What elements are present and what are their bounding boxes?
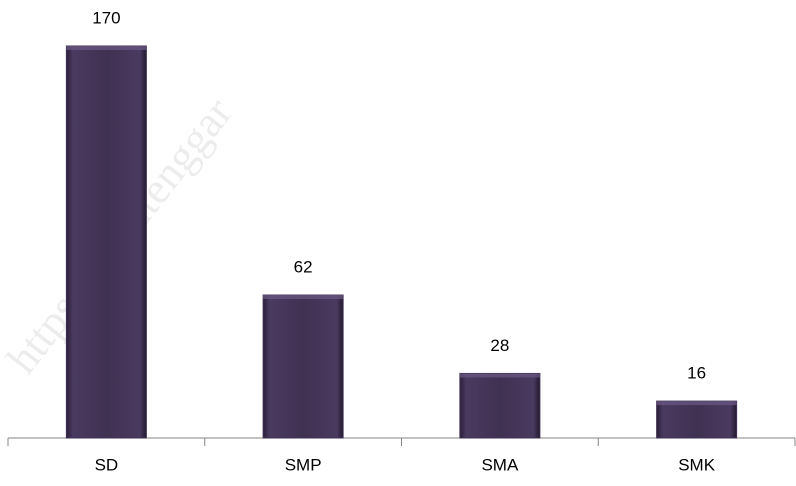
bar xyxy=(65,45,147,439)
x-tick-label: SMK xyxy=(678,455,716,474)
bar-bevel xyxy=(459,373,540,378)
data-label: 16 xyxy=(687,364,706,383)
x-tick-label: SD xyxy=(95,455,119,474)
x-tick-label: SMA xyxy=(481,455,519,474)
data-label: 62 xyxy=(294,258,313,277)
bar xyxy=(262,294,344,439)
bar-bevel xyxy=(263,295,344,300)
bar-bevel xyxy=(66,46,147,50)
bar xyxy=(459,372,541,439)
data-label: 170 xyxy=(92,8,120,27)
data-label: 28 xyxy=(490,336,509,355)
x-tick-label: SMP xyxy=(285,455,322,474)
bar xyxy=(656,400,738,439)
bar-bevel xyxy=(656,401,737,406)
